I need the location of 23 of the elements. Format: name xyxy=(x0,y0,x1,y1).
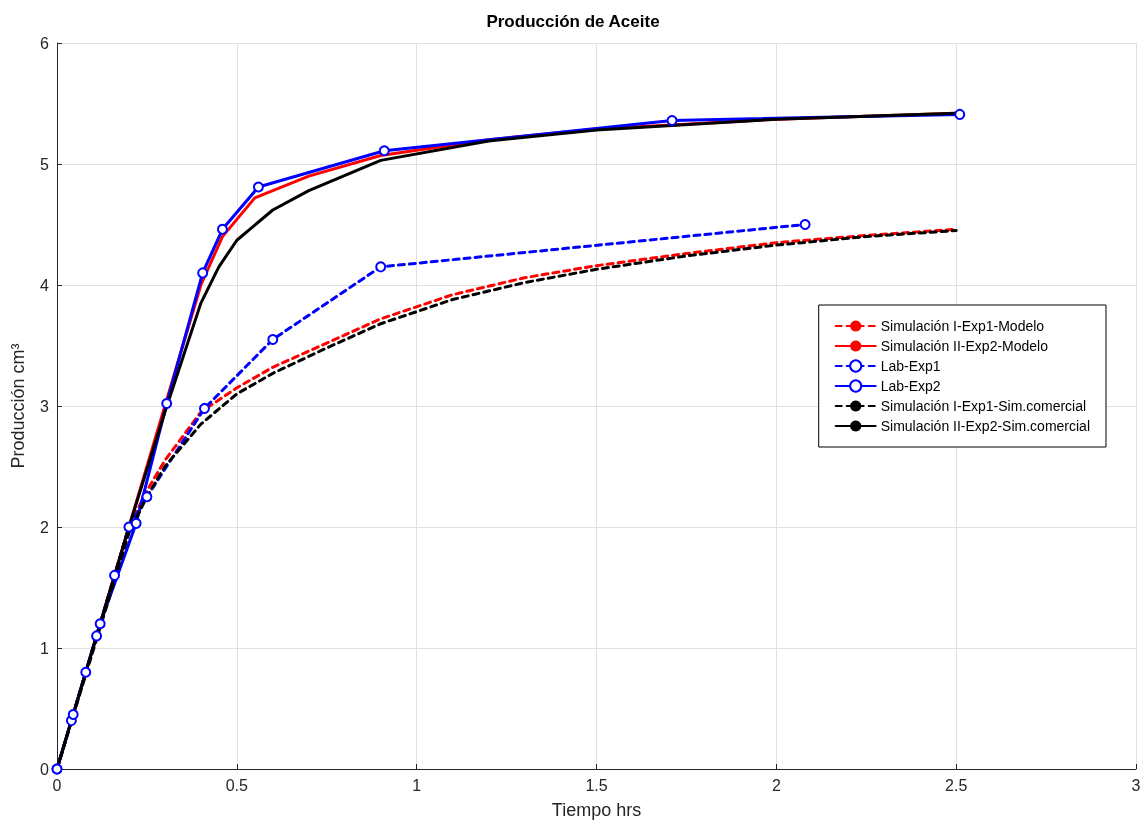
y-tick-label: 1 xyxy=(40,639,50,657)
legend-label: Lab-Exp2 xyxy=(880,378,941,394)
x-tick-label: 1 xyxy=(412,776,422,794)
x-tick-label: 0.5 xyxy=(225,776,249,794)
y-tick-label: 5 xyxy=(40,155,50,173)
y-tick-label: 3 xyxy=(40,397,50,415)
legend-label: Simulación I-Exp1-Modelo xyxy=(880,318,1045,334)
x-tick-label: 3 xyxy=(1131,776,1141,794)
legend-label: Simulación II-Exp2-Sim.comercial xyxy=(880,418,1091,434)
y-tick-label: 2 xyxy=(40,518,50,536)
legend-label: Simulación I-Exp1-Sim.comercial xyxy=(880,398,1087,414)
x-tick-label: 2.5 xyxy=(945,776,968,794)
chart-title: Producción de Aceite xyxy=(486,12,660,31)
x-tick-label: 2 xyxy=(771,776,781,794)
x-tick-label: 1.5 xyxy=(585,776,608,794)
legend-label: Lab-Exp1 xyxy=(880,358,941,374)
y-tick-label: 4 xyxy=(40,276,50,294)
y-tick-label: 6 xyxy=(40,34,50,52)
x-axis-title: Tiempo hrs xyxy=(551,800,642,820)
y-axis-title: Producción cm³ xyxy=(8,343,28,469)
legend-label: Simulación II-Exp2-Modelo xyxy=(880,338,1049,354)
x-tick-label: 0 xyxy=(52,776,62,794)
y-tick-label: 0 xyxy=(40,760,50,778)
